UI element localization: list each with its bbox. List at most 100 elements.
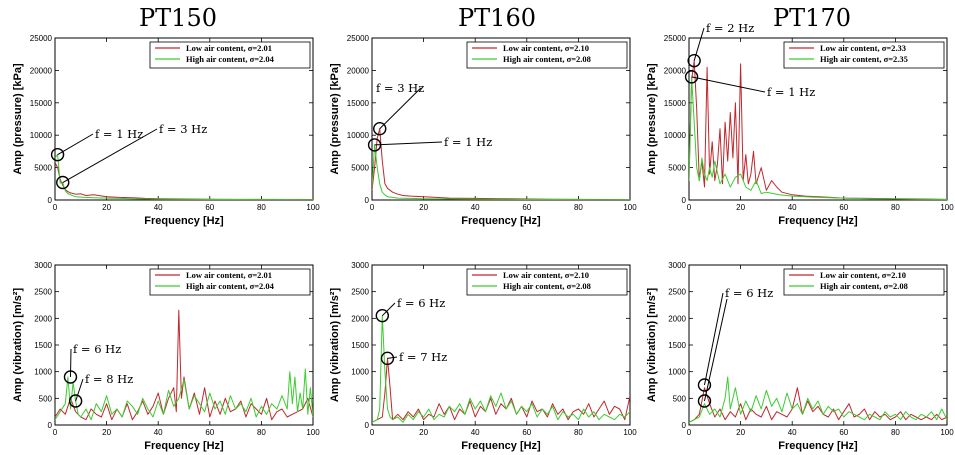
y-tick-label: 2500 [351,288,369,297]
x-tick-label: 80 [574,203,583,212]
annotation-leader [381,302,396,317]
x-tick-label: 20 [419,428,428,437]
y-tick-label: 1000 [34,368,52,377]
x-axis-label: Frequency [Hz] [778,440,858,452]
legend-entry: Low air content, σ=2.33 [820,43,906,53]
plot-frame [688,37,948,201]
y-tick-label: 2000 [34,314,52,323]
x-tick-label: 20 [736,428,745,437]
annotation-label: f = 6 Hz [725,286,773,300]
series-line-low-air [372,128,630,200]
y-tick-label: 5000 [34,164,52,173]
peak-marker-circle [56,175,70,190]
column-title-pt160: PT160 [458,4,536,32]
annotation-leader [75,378,84,402]
annotation-label: f = 6 Hz [397,296,445,310]
legend-box [466,268,628,296]
x-tick-label: 80 [891,428,900,437]
x-tick-label: 40 [788,203,797,212]
annotation-leader [62,128,158,183]
x-tick-label: 20 [102,203,111,212]
x-tick-label: 40 [788,428,797,437]
annotation-label: f = 7 Hz [399,350,447,364]
y-axis-label: Amp (pressure) [kPa] [329,63,341,175]
x-axis-label: Frequency [Hz] [461,215,541,227]
x-tick-label: 0 [370,428,375,437]
annotation-label: f = 1 Hz [444,135,492,149]
chart-pt170-pressure: 0 20 40 60 80 100 0 5000 10000 15000 20000 25000 Fre… [646,21,954,227]
y-tick-label: 2000 [351,314,369,323]
series-line-high-air [689,76,947,200]
y-tick-label: 3000 [668,261,686,270]
peak-marker-circle [684,70,699,84]
y-tick-label: 15000 [30,99,53,108]
chart-pt170-vibration: 0 20 40 60 80 100050010001500200025003000Freq… [646,261,954,452]
annotation-leader [387,356,398,359]
y-tick-label: 0 [48,196,53,205]
y-tick-label: 25000 [30,34,53,43]
peak-marker-circle [373,122,387,136]
y-tick-label: 2500 [668,288,686,297]
chart-pt150-vibration: 0 20 40 60 80 100050010001500200025003000Freq… [12,261,320,452]
legend-entry: Low air content, σ=2.01 [186,43,272,53]
legend-entry: Low air content, σ=2.10 [820,270,906,280]
plot-frame [54,37,314,201]
y-tick-label: 20000 [664,66,687,75]
series-line-low-air [55,162,313,200]
chart-pt160-pressure: 0 20 40 60 80 100 0 5000 10000 15000 20000 25000 Fre… [329,34,637,227]
y-axis-label: Amp (vibration) [m/s²] [329,288,341,403]
y-tick-label: 20000 [30,66,53,75]
y-tick-label: 1500 [351,341,369,350]
legend-entry: Low air content, σ=2.10 [503,43,589,53]
y-tick-label: 10000 [30,131,53,140]
annotation-label: f = 8 Hz [85,372,133,386]
legend-entry: High air content, σ=2.04 [186,281,275,291]
y-tick-label: 500 [673,394,687,403]
x-tick-label: 0 [687,428,692,437]
y-tick-label: 1000 [351,368,369,377]
x-tick-label: 20 [736,203,745,212]
y-axis-label: Amp (pressure) [kPa] [12,63,24,175]
y-tick-label: 500 [39,394,53,403]
x-tick-label: 20 [419,203,428,212]
legend-entry: High air content, σ=2.04 [186,54,275,64]
series-line-low-air [372,357,630,423]
annotation-leader [691,76,766,93]
series-line-low-air [55,309,313,421]
annotation-leader [693,27,705,61]
legend-entry: Low air content, σ=2.01 [186,270,272,280]
series-line-high-air [372,144,630,200]
chart-pt160-vibration: 0 20 40 60 80 100050010001500200025003000Freq… [329,261,637,452]
legend-entry: Low air content, σ=2.10 [503,270,589,280]
x-tick-label: 0 [687,203,692,212]
series-line-high-air [689,376,947,423]
y-tick-label: 5000 [668,164,686,173]
legend-entry: High air content, σ=2.08 [503,54,591,64]
peak-marker-circle [697,378,712,392]
x-axis-label: Frequency [Hz] [461,440,541,452]
annotation-leader [57,133,94,156]
column-title-pt150: PT150 [139,4,217,32]
x-tick-label: 100 [306,428,320,437]
series-line-low-air [689,60,947,200]
series-line-low-air [689,387,947,423]
annotation-label: f = 3 Hz [159,122,207,136]
legend-box [149,268,311,296]
x-tick-label: 40 [471,428,480,437]
peak-marker-circle [687,53,701,68]
annotation-label: f = 1 Hz [767,85,815,99]
x-tick-label: 100 [940,203,954,212]
legend-box [783,268,945,296]
x-tick-label: 0 [370,203,375,212]
y-tick-label: 0 [682,196,687,205]
chart-pt150-pressure: 0 20 40 60 80 100 0 5000 10000 15000 20000 25000 Fre… [12,34,320,227]
annotation-leader [379,87,422,130]
annotation-leader [69,348,72,378]
x-tick-label: 100 [940,428,954,437]
y-tick-label: 15000 [347,99,370,108]
x-tick-label: 80 [891,203,900,212]
annotation-label: f = 1 Hz [95,127,143,141]
y-tick-label: 500 [356,394,370,403]
series-line-high-air [55,368,313,421]
x-tick-label: 40 [471,203,480,212]
